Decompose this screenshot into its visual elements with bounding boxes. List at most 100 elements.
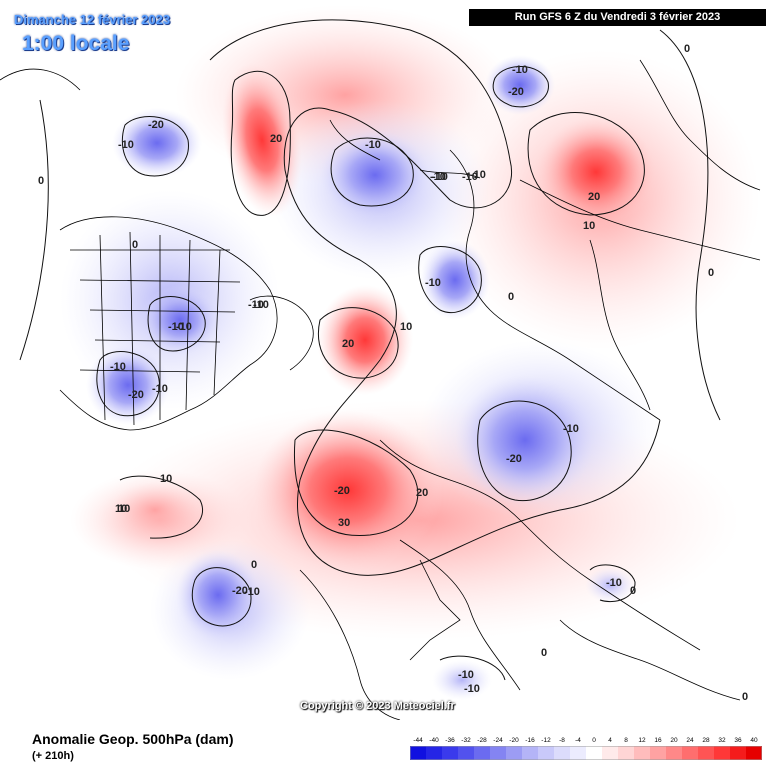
legend-tick-label: 12: [638, 737, 646, 744]
contour-label: 10: [400, 321, 412, 333]
legend-tick-label: -28: [477, 737, 487, 744]
legend-tick-label: -36: [445, 737, 455, 744]
contour-label: -10: [470, 169, 486, 181]
contour-label: -10: [118, 139, 134, 151]
legend-swatch: [474, 746, 491, 760]
legend-tick-label: 20: [670, 737, 678, 744]
contour-label: -10: [253, 299, 269, 311]
contour-label: -20: [506, 453, 522, 465]
contour-label: -10: [462, 171, 478, 183]
legend-tick-label: 4: [608, 737, 612, 744]
contour-label: 30: [338, 517, 350, 529]
legend-swatch: [426, 746, 443, 760]
contour-label: -10: [176, 321, 192, 333]
contour-label: -10: [244, 586, 260, 598]
legend-tick-label: -4: [575, 737, 581, 744]
legend-swatch: [506, 746, 523, 760]
contour-label: -20: [232, 585, 248, 597]
legend-tick-label: 32: [718, 737, 726, 744]
legend-tick-label: 36: [734, 737, 742, 744]
contour-label: 0: [508, 291, 514, 303]
legend-tick-label: -24: [493, 737, 503, 744]
contour-label: 20: [588, 191, 600, 203]
anomaly-fields: [60, 5, 760, 700]
contour-label: -10: [152, 383, 168, 395]
legend-swatch: [410, 746, 427, 760]
legend-tick-label: 8: [624, 737, 628, 744]
contour-label: -20: [334, 485, 350, 497]
legend-swatch: [602, 746, 619, 760]
contour-label: -10: [248, 299, 264, 311]
contour-label: -10: [110, 361, 126, 373]
legend-swatch: [586, 746, 603, 760]
legend-tick-label: -40: [429, 737, 439, 744]
legend-swatch: [458, 746, 475, 760]
legend-tick-label: 28: [702, 737, 710, 744]
forecast-date: Dimanche 12 février 2023: [14, 12, 171, 27]
legend-swatch: [490, 746, 507, 760]
contour-label: -20: [148, 119, 164, 131]
legend-swatch: [714, 746, 731, 760]
contour-label: -20: [128, 389, 144, 401]
contour-label: 0: [630, 585, 636, 597]
legend-swatch: [682, 746, 699, 760]
legend-tick-label: 24: [686, 737, 694, 744]
legend-tick-label: -20: [509, 737, 519, 744]
anomaly-map: -20 -10 0 20 -10 -10 -10 -20 0 -10 -10 -…: [0, 5, 761, 720]
contour-label: 0: [541, 647, 547, 659]
contour-label: -10: [464, 683, 480, 695]
lead-time: (+ 210h): [32, 750, 74, 762]
contour-label: -10: [458, 669, 474, 681]
legend-tick-label: 40: [750, 737, 758, 744]
contour-label: 0: [708, 267, 714, 279]
contour-label: 0: [684, 43, 690, 55]
run-info: Run GFS 6 Z du Vendredi 3 février 2023: [469, 9, 766, 26]
legend-swatch: [634, 746, 651, 760]
contour-label: -10: [430, 171, 446, 183]
legend-swatch: [538, 746, 555, 760]
contour-label: 0: [132, 239, 138, 251]
legend-swatch: [666, 746, 683, 760]
copyright: Copyright © 2023 Meteociel.fr: [300, 700, 455, 712]
map-outlines: [0, 59, 761, 720]
legend-tick-label: -44: [413, 737, 423, 744]
legend-swatch: [730, 746, 747, 760]
contour-label: 20: [342, 338, 354, 350]
contour-label: 10: [160, 473, 172, 485]
contour-label: 10: [118, 503, 130, 515]
legend-tick-label: -16: [525, 737, 535, 744]
contour-labels: -20 -10 0 20 -10 -10 -10 -20 0 -10 -10 -…: [38, 43, 748, 703]
legend-swatch: [570, 746, 587, 760]
legend-swatch: [746, 746, 762, 760]
legend-tick-label: 0: [592, 737, 596, 744]
legend-tick-label: 16: [654, 737, 662, 744]
legend-swatch: [650, 746, 667, 760]
legend-swatch: [698, 746, 715, 760]
legend-swatch: [522, 746, 539, 760]
legend-swatch: [442, 746, 459, 760]
contour-label: -10: [606, 577, 622, 589]
contour-label: 0: [251, 559, 257, 571]
legend-tick-label: -8: [559, 737, 565, 744]
contour-label: 20: [416, 487, 428, 499]
contour-label: -10: [512, 64, 528, 76]
forecast-time: 1:00 locale: [22, 32, 130, 55]
legend-swatch: [618, 746, 635, 760]
contour-label: -10: [432, 171, 448, 183]
legend-tick-label: -32: [461, 737, 471, 744]
color-legend: -44 -40 -36 -32 -28 -24 -20 -16 -12 -8 -4 0 4 8 12 16 20…: [410, 737, 762, 760]
variable-title: Anomalie Geop. 500hPa (dam): [32, 731, 234, 747]
contour-label: -10: [563, 423, 579, 435]
contour-label: 10: [583, 220, 595, 232]
contour-label: 0: [742, 691, 748, 703]
contour-label: -10: [168, 321, 184, 333]
contour-label: 0: [38, 175, 44, 187]
contour-label: -10: [365, 139, 381, 151]
legend-tick-label: -12: [541, 737, 551, 744]
contour-label: -10: [425, 277, 441, 289]
contour-label: 20: [270, 133, 282, 145]
legend-border: [410, 746, 762, 760]
contour-lines: [19, 19, 721, 681]
contour-label: -20: [508, 86, 524, 98]
legend-swatch: [554, 746, 571, 760]
